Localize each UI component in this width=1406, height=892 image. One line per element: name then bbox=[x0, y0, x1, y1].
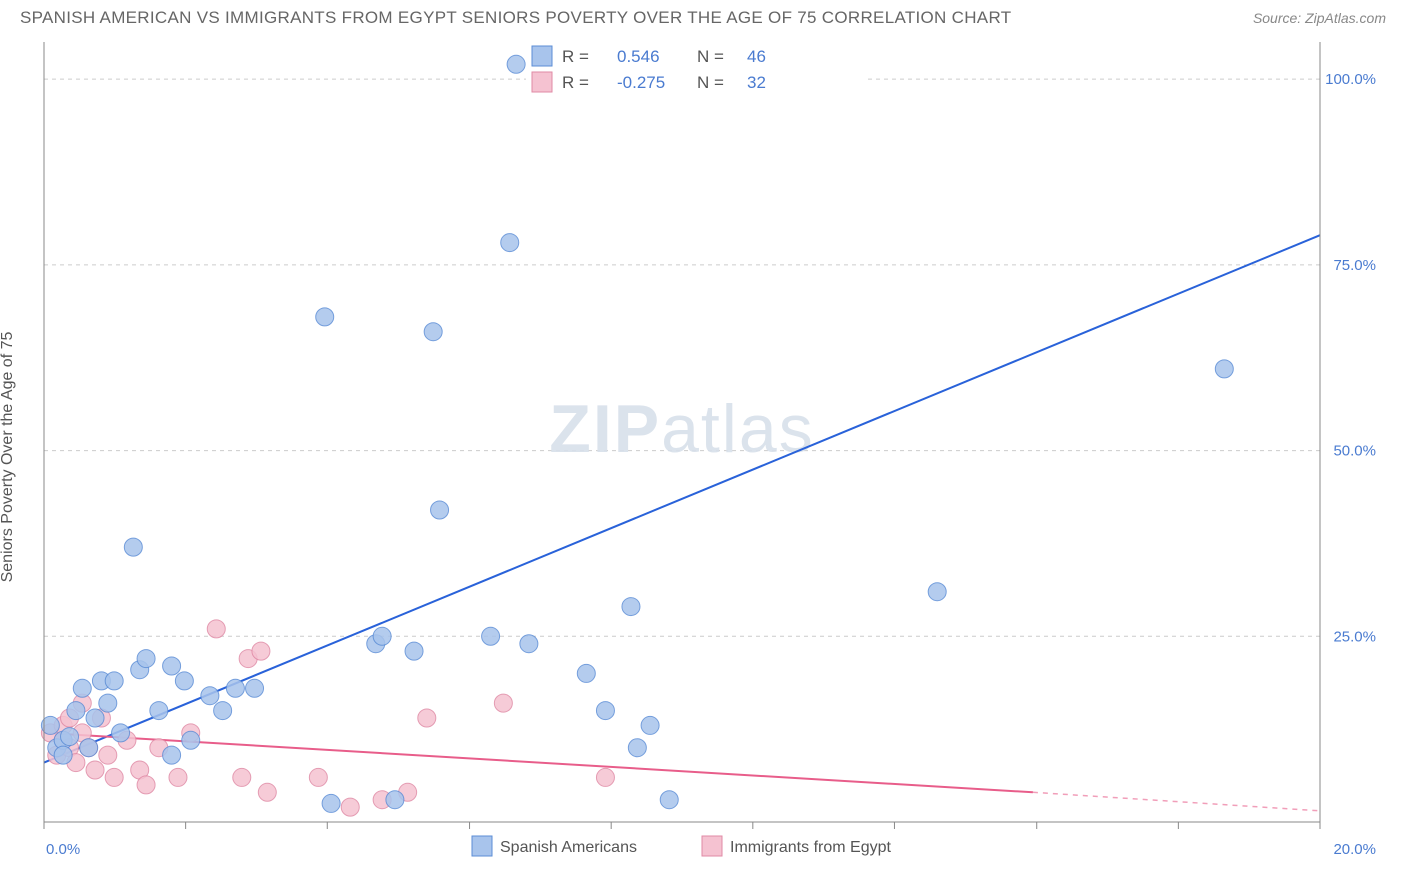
data-point-blue bbox=[112, 724, 130, 742]
data-point-blue bbox=[73, 679, 91, 697]
y-tick-label: 75.0% bbox=[1333, 257, 1376, 274]
data-point-blue bbox=[86, 709, 104, 727]
corr-n-label: N = bbox=[697, 47, 724, 66]
data-point-pink bbox=[99, 746, 117, 764]
data-point-blue bbox=[641, 716, 659, 734]
scatter-chart: 25.0% 50.0% 75.0% 100.0% ZIPatlas 0.0% 20.0% R … bbox=[0, 32, 1406, 882]
data-point-blue bbox=[163, 657, 181, 675]
data-point-pink bbox=[207, 620, 225, 638]
data-point-blue bbox=[67, 702, 85, 720]
data-point-pink bbox=[86, 761, 104, 779]
corr-swatch-blue bbox=[532, 46, 552, 66]
corr-n-value: 46 bbox=[747, 47, 766, 66]
data-point-blue bbox=[182, 731, 200, 749]
corr-r-label: R = bbox=[562, 47, 589, 66]
y-tick-label: 50.0% bbox=[1333, 443, 1376, 460]
data-point-blue bbox=[316, 308, 334, 326]
data-point-blue bbox=[201, 687, 219, 705]
data-point-blue bbox=[424, 323, 442, 341]
y-tick-label: 100.0% bbox=[1325, 71, 1376, 88]
data-point-blue bbox=[596, 702, 614, 720]
chart-title: SPANISH AMERICAN VS IMMIGRANTS FROM EGYP… bbox=[20, 8, 1011, 28]
data-point-pink bbox=[494, 694, 512, 712]
data-point-blue bbox=[175, 672, 193, 690]
data-point-pink bbox=[418, 709, 436, 727]
corr-r-label: R = bbox=[562, 73, 589, 92]
corr-r-value: 0.546 bbox=[617, 47, 660, 66]
data-point-blue bbox=[482, 627, 500, 645]
data-point-blue bbox=[54, 746, 72, 764]
corr-r-value: -0.275 bbox=[617, 73, 665, 92]
data-point-pink bbox=[169, 768, 187, 786]
corr-n-label: N = bbox=[697, 73, 724, 92]
data-point-pink bbox=[258, 783, 276, 801]
data-point-pink bbox=[137, 776, 155, 794]
data-point-blue bbox=[105, 672, 123, 690]
corr-n-value: 32 bbox=[747, 73, 766, 92]
data-point-blue bbox=[507, 55, 525, 73]
data-point-blue bbox=[137, 650, 155, 668]
data-point-pink bbox=[233, 768, 251, 786]
data-point-blue bbox=[163, 746, 181, 764]
data-point-blue bbox=[124, 538, 142, 556]
watermark: ZIPatlas bbox=[549, 391, 814, 467]
corr-swatch-pink bbox=[532, 72, 552, 92]
data-point-blue bbox=[99, 694, 117, 712]
data-point-blue bbox=[80, 739, 98, 757]
y-tick-label: 25.0% bbox=[1333, 628, 1376, 645]
source-label: Source: ZipAtlas.com bbox=[1253, 10, 1386, 26]
data-point-blue bbox=[386, 791, 404, 809]
data-point-blue bbox=[322, 794, 340, 812]
data-point-blue bbox=[214, 702, 232, 720]
data-point-blue bbox=[577, 664, 595, 682]
x-tick-label: 0.0% bbox=[46, 841, 80, 858]
data-point-blue bbox=[246, 679, 264, 697]
data-point-blue bbox=[622, 598, 640, 616]
data-point-blue bbox=[431, 501, 449, 519]
data-point-pink bbox=[252, 642, 270, 660]
data-point-pink bbox=[596, 768, 614, 786]
data-point-blue bbox=[520, 635, 538, 653]
data-point-pink bbox=[341, 798, 359, 816]
data-point-blue bbox=[150, 702, 168, 720]
data-point-blue bbox=[373, 627, 391, 645]
legend-label: Spanish Americans bbox=[500, 839, 637, 856]
legend-swatch-pink bbox=[702, 836, 722, 856]
legend-label: Immigrants from Egypt bbox=[730, 839, 891, 856]
data-point-blue bbox=[1215, 360, 1233, 378]
data-point-pink bbox=[105, 768, 123, 786]
legend-swatch-blue bbox=[472, 836, 492, 856]
data-point-blue bbox=[501, 234, 519, 252]
data-point-blue bbox=[226, 679, 244, 697]
data-point-blue bbox=[405, 642, 423, 660]
data-point-blue bbox=[660, 791, 678, 809]
data-point-pink bbox=[309, 768, 327, 786]
trend-line-pink-dash bbox=[1033, 792, 1320, 811]
data-point-blue bbox=[928, 583, 946, 601]
data-point-blue bbox=[628, 739, 646, 757]
x-tick-label: 20.0% bbox=[1333, 841, 1376, 858]
data-point-blue bbox=[61, 728, 79, 746]
y-axis-label: Seniors Poverty Over the Age of 75 bbox=[0, 332, 17, 583]
